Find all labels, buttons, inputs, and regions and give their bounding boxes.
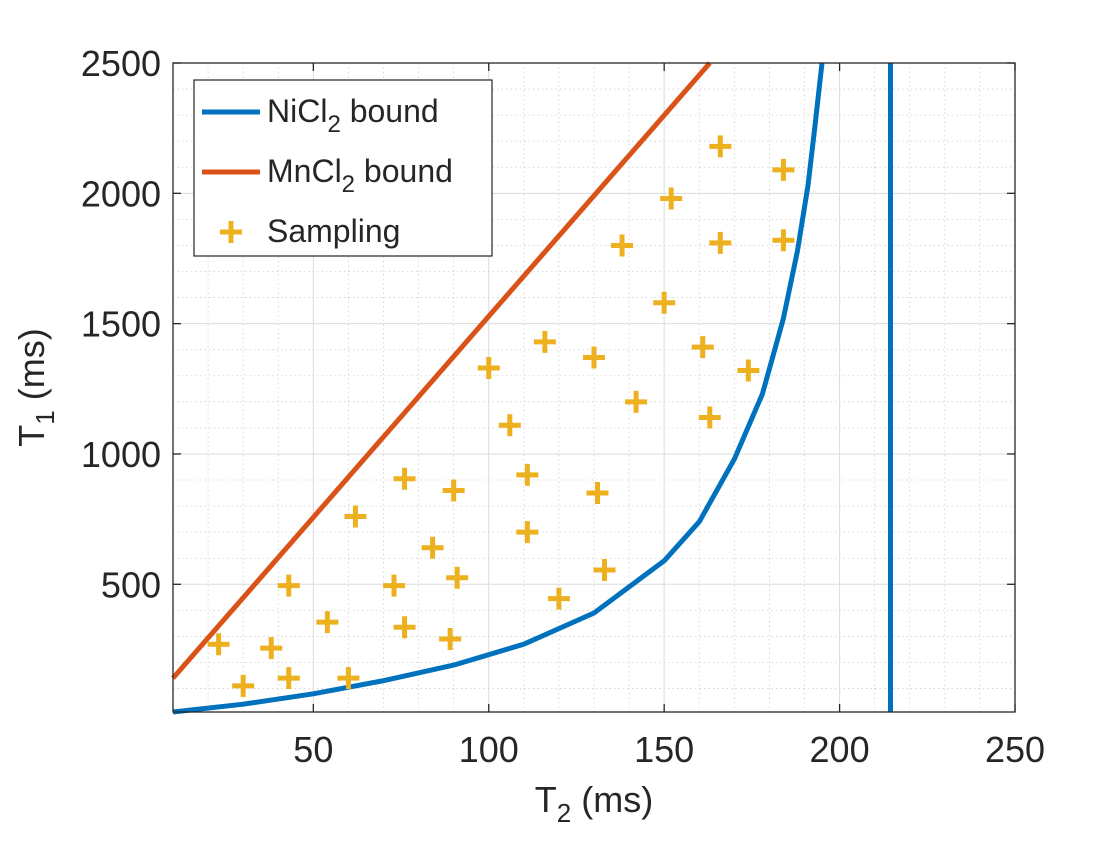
sampling-point: [498, 414, 521, 437]
sampling-point: [516, 521, 539, 544]
legend-entry: Sampling: [267, 213, 400, 249]
sampling-point: [737, 359, 760, 382]
sampling-point: [660, 187, 683, 210]
y-tick-label: 500: [101, 564, 161, 605]
sampling-point: [547, 587, 570, 610]
sampling-point: [421, 536, 444, 559]
sampling-point: [393, 467, 416, 490]
sampling-point: [277, 667, 300, 690]
legend-box: [193, 79, 493, 257]
sampling-point: [277, 574, 300, 597]
x-axis-label: T2 (ms): [535, 779, 653, 828]
sampling-point: [772, 158, 795, 181]
x-tick-label: 100: [459, 729, 519, 770]
series-layer: [171, 61, 893, 715]
sampling-point: [442, 479, 465, 502]
x-tick-label: 150: [634, 729, 694, 770]
sampling-point: [516, 463, 539, 486]
sampling-point: [383, 574, 406, 597]
sampling-point: [698, 406, 721, 429]
x-tick-label: 250: [985, 729, 1045, 770]
legend-swatch-marker: [220, 221, 242, 243]
ticks-layer: 50 100 150 200 250 500 1000 1500 2000 2500: [81, 43, 1045, 770]
series-line-2: [171, 61, 712, 680]
legend-entry-main: NiCl: [267, 93, 327, 129]
legend-entry: NiCl2 bound: [267, 93, 439, 138]
sampling-point: [232, 674, 255, 697]
legend-entry-rest: bound: [341, 93, 439, 129]
sampling-point: [533, 330, 556, 353]
sampling-point: [709, 231, 732, 254]
y-axis-label-rest: (ms): [11, 328, 52, 410]
sampling-point: [446, 566, 469, 589]
sampling-point: [260, 637, 283, 660]
y-tick-label: 2000: [81, 173, 161, 214]
legend-entry-main: Sampling: [267, 213, 400, 249]
y-axis-label: T1 (ms): [11, 328, 60, 446]
sampling-point: [691, 336, 714, 359]
x-axis-label-rest: (ms): [571, 779, 653, 820]
y-tick-label: 1000: [81, 434, 161, 475]
sampling-point: [625, 390, 648, 413]
plot-frame: [172, 62, 1016, 713]
legend-entry-rest: bound: [355, 153, 453, 189]
sampling-point: [477, 356, 500, 379]
axis-labels: T2 (ms)T1 (ms): [11, 328, 653, 828]
legend-entry: MnCl2 bound: [267, 153, 453, 198]
y-tick-label: 1500: [81, 304, 161, 345]
x-tick-label: 200: [810, 729, 870, 770]
sampling-point: [337, 667, 360, 690]
sampling-point: [316, 611, 339, 634]
sampling-point: [772, 229, 795, 252]
x-tick-label: 50: [293, 729, 333, 770]
y-axis-label-sub: 1: [30, 410, 60, 424]
y-tick-label: 2500: [81, 43, 161, 84]
sampling-point: [653, 291, 676, 314]
sampling-point: [344, 505, 367, 528]
x-axis-label-main: T: [535, 779, 557, 820]
sampling-point: [393, 616, 416, 639]
sampling-point: [586, 482, 609, 505]
x-axis-label-sub: 2: [557, 798, 571, 828]
sampling-point: [709, 135, 732, 158]
sampling-point: [611, 234, 634, 257]
sampling-point: [439, 628, 462, 651]
y-axis-label-main: T: [11, 425, 52, 447]
sampling-point: [207, 633, 230, 656]
legend-entry-sub: 2: [327, 111, 340, 138]
sampling-point: [583, 346, 605, 369]
legend-entry-main: MnCl: [267, 153, 342, 189]
sampling-point: [593, 558, 616, 581]
legend-entry-sub: 2: [342, 171, 355, 198]
